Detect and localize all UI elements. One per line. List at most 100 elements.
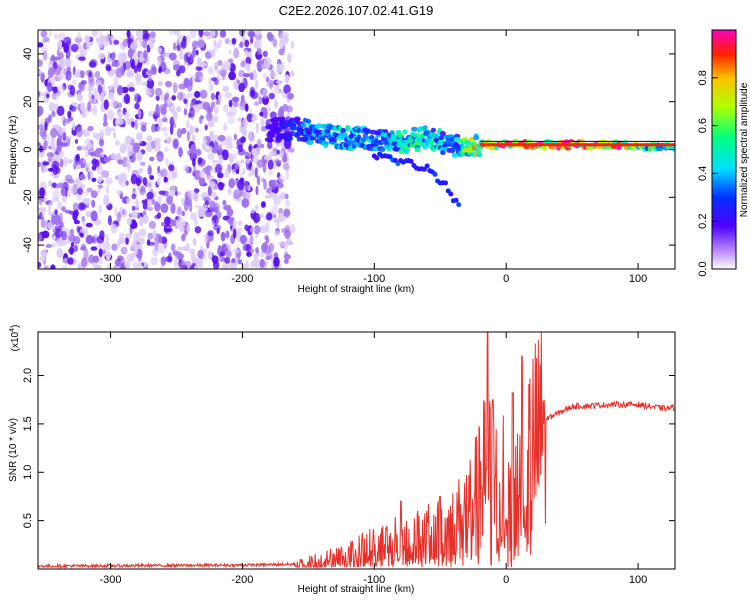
- noise-blob: [117, 174, 123, 185]
- noise-blob: [236, 138, 244, 147]
- noise-blob: [203, 31, 211, 36]
- noise-blob: [268, 170, 274, 176]
- noise-blob: [122, 38, 129, 48]
- noise-blob: [134, 119, 138, 130]
- noise-blob: [147, 199, 153, 207]
- noise-blob: [262, 72, 267, 79]
- noise-blob: [271, 204, 278, 216]
- noise-blob: [157, 234, 163, 244]
- noise-blob: [123, 93, 131, 105]
- colorbar-tick-label: 0.4: [697, 166, 709, 181]
- noise-blob: [260, 201, 266, 208]
- noise-blob: [165, 158, 169, 165]
- noise-blob: [108, 91, 114, 100]
- noise-blob: [130, 243, 137, 249]
- signal-blob: [453, 152, 458, 158]
- noise-blob: [250, 91, 259, 100]
- noise-blob: [79, 203, 87, 210]
- signal-blob: [340, 128, 347, 133]
- noise-blob: [120, 246, 128, 255]
- noise-blob: [124, 233, 133, 239]
- noise-blob: [148, 76, 152, 82]
- noise-blob: [98, 52, 105, 60]
- noise-blob: [228, 178, 236, 189]
- noise-blob: [187, 51, 192, 58]
- noise-blob: [220, 231, 226, 242]
- noise-blob: [124, 111, 130, 119]
- noise-blob: [138, 237, 145, 244]
- noise-blob: [219, 30, 227, 38]
- noise-blob: [65, 69, 72, 81]
- noise-blob: [76, 126, 83, 138]
- noise-blob: [98, 204, 102, 214]
- noise-blob: [127, 48, 134, 59]
- signal-blob: [440, 150, 446, 156]
- noise-blob: [238, 220, 243, 226]
- noise-blob: [102, 121, 108, 127]
- signal-blob: [290, 125, 299, 131]
- noise-blob: [83, 248, 89, 260]
- noise-blob: [274, 159, 282, 164]
- noise-blob: [97, 84, 102, 94]
- noise-blob: [172, 82, 178, 94]
- noise-blob: [226, 142, 230, 149]
- noise-blob: [254, 41, 262, 49]
- noise-blob: [141, 124, 147, 132]
- noise-blob: [46, 152, 55, 158]
- noise-blob: [39, 255, 46, 262]
- noise-blob: [171, 95, 176, 101]
- noise-blob: [222, 85, 230, 92]
- noise-blob: [278, 212, 286, 222]
- noise-blob: [103, 99, 109, 110]
- noise-blob: [73, 219, 80, 225]
- noise-blob: [98, 138, 105, 147]
- noise-blob: [205, 135, 211, 141]
- noise-blob: [225, 111, 234, 118]
- noise-blob: [244, 49, 248, 57]
- noise-blob: [176, 215, 184, 224]
- noise-blob: [63, 156, 68, 167]
- noise-blob: [47, 205, 52, 216]
- noise-blob: [68, 234, 76, 242]
- noise-blob: [151, 123, 156, 133]
- noise-blob: [41, 230, 50, 239]
- noise-blob: [76, 164, 81, 170]
- noise-blob: [118, 52, 124, 63]
- spectrogram-x-tick-label: 100: [629, 273, 647, 285]
- noise-blob: [77, 187, 83, 195]
- noise-blob: [131, 121, 135, 128]
- noise-blob: [127, 38, 131, 49]
- noise-blob: [193, 188, 200, 194]
- noise-blob: [290, 40, 295, 50]
- noise-blob: [74, 139, 79, 144]
- noise-blob: [87, 125, 94, 132]
- noise-blob: [281, 227, 289, 234]
- noise-blob: [207, 146, 214, 151]
- noise-blob: [287, 92, 294, 100]
- noise-blob: [276, 79, 282, 85]
- noise-blob: [213, 224, 221, 231]
- noise-blob: [58, 212, 63, 223]
- noise-blob: [177, 246, 184, 251]
- noise-blob: [151, 140, 156, 149]
- noise-blob: [231, 38, 237, 45]
- noise-blob: [52, 235, 56, 240]
- noise-blob: [125, 135, 133, 144]
- noise-blob: [269, 111, 277, 119]
- noise-blob: [233, 47, 240, 59]
- noise-blob: [125, 236, 129, 245]
- noise-blob: [39, 128, 47, 138]
- signal-track: [264, 116, 675, 158]
- noise-blob: [217, 144, 222, 154]
- noise-blob: [122, 209, 126, 216]
- noise-blob: [194, 90, 201, 99]
- noise-blob: [165, 80, 172, 88]
- noise-blob: [110, 99, 119, 108]
- noise-blob: [278, 149, 284, 158]
- noise-blob: [111, 53, 116, 62]
- noise-blob: [137, 186, 141, 191]
- noise-blob: [109, 127, 116, 132]
- noise-blob: [283, 241, 288, 251]
- noise-blob: [166, 195, 173, 205]
- noise-blob: [160, 49, 166, 57]
